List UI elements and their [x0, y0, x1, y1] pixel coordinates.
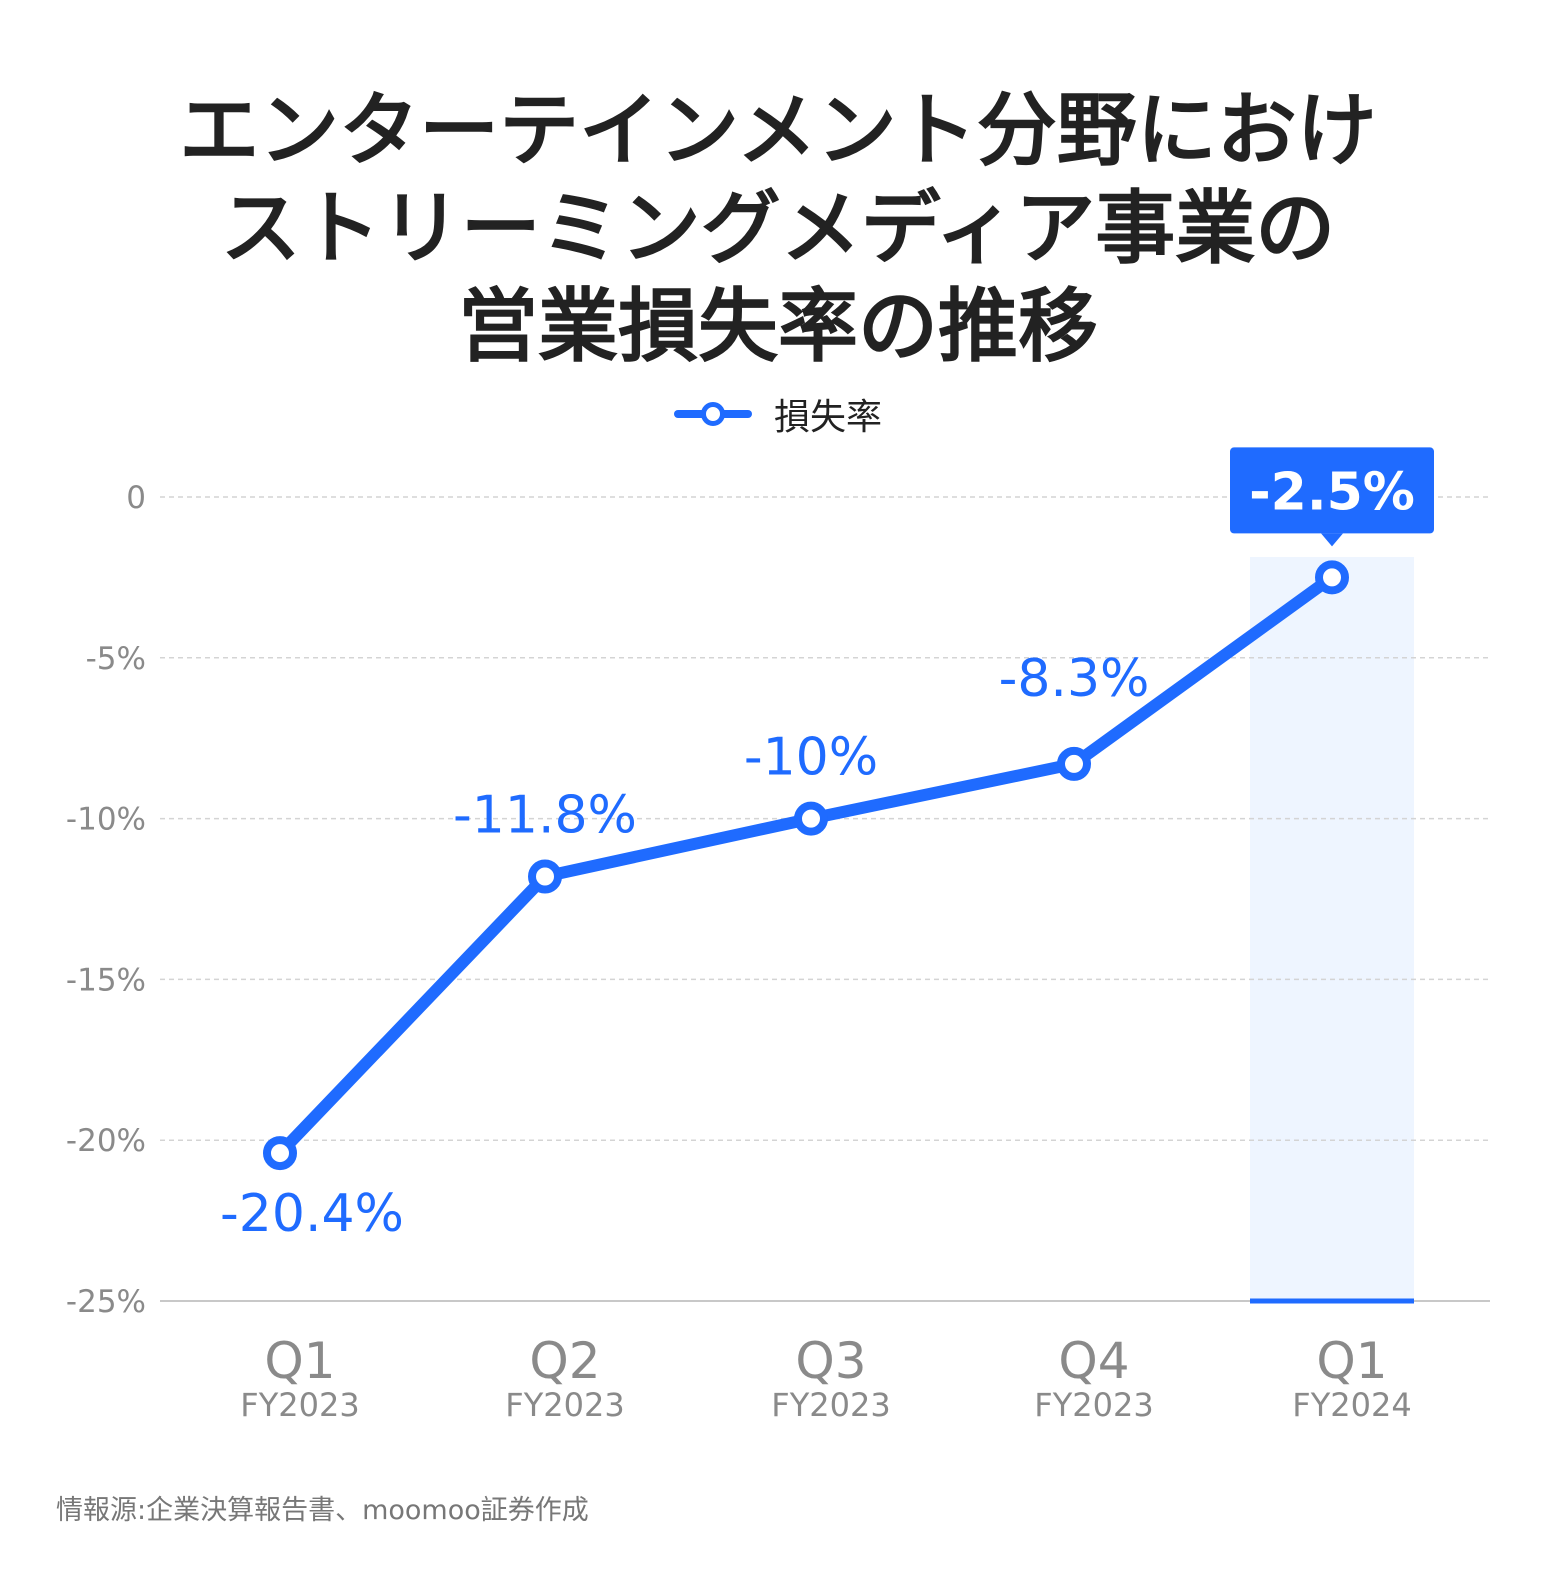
callout-pointer	[1321, 533, 1343, 547]
y-tick-label: -25%	[66, 1284, 146, 1320]
y-tick-label: -10%	[66, 802, 146, 838]
series-line	[274, 571, 1338, 1160]
highlight-band	[1250, 557, 1414, 1301]
x-tick-year: FY2024	[1292, 1386, 1411, 1424]
data-point	[1315, 560, 1349, 595]
x-tick-quarter: Q3	[795, 1332, 866, 1390]
x-tick-year: FY2023	[771, 1386, 890, 1424]
x-tick-year: FY2023	[240, 1386, 359, 1424]
data-label: -20.4%	[220, 1184, 404, 1244]
x-tick-quarter: Q1	[264, 1332, 335, 1390]
data-point	[794, 801, 828, 836]
data-point	[1057, 746, 1091, 781]
x-tick-quarter: Q1	[1316, 1332, 1387, 1390]
chart-title: エンターテインメント分野におけ ストリーミングメディア事業の 営業損失率の推移	[0, 82, 1556, 376]
callout-box	[1230, 447, 1434, 534]
legend-line-marker	[673, 402, 752, 426]
source-note: 情報源:企業決算報告書、moomoo証券作成	[56, 1495, 589, 1526]
y-tick-label: 0	[126, 480, 146, 516]
x-tick-quarter: Q2	[529, 1332, 600, 1390]
legend-label: 損失率	[773, 397, 882, 438]
title-line-2: ストリーミングメディア事業の	[220, 182, 1336, 275]
data-point	[263, 1136, 297, 1171]
y-tick-label: -15%	[66, 962, 146, 998]
data-label: -10%	[744, 728, 878, 788]
data-point	[528, 859, 562, 894]
x-tick-quarter: Q4	[1058, 1332, 1129, 1390]
legend: 損失率	[0, 388, 1556, 440]
data-label: -8.3%	[999, 649, 1150, 709]
x-tick-year: FY2023	[505, 1386, 624, 1424]
y-tick-label: -20%	[66, 1123, 146, 1159]
data-label: -11.8%	[453, 785, 637, 845]
title-line-3: 営業損失率の推移	[458, 280, 1098, 373]
x-tick-year: FY2023	[1034, 1386, 1153, 1424]
title-line-1: エンターテインメント分野におけ	[179, 84, 1377, 177]
y-tick-label: -5%	[86, 641, 146, 677]
data-label: -2.5%	[1249, 462, 1415, 522]
